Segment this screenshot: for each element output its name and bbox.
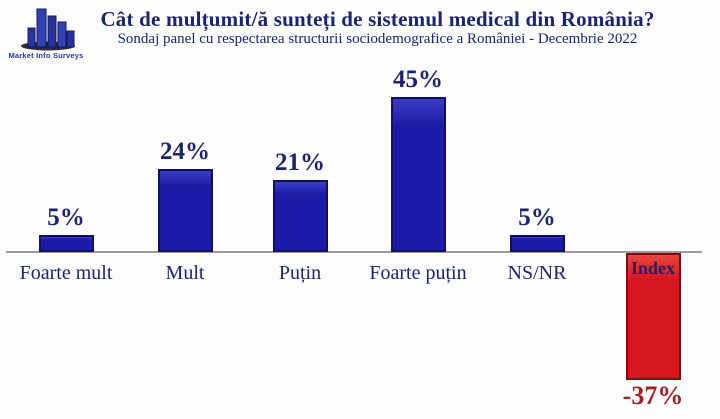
bar-category-label-mult: Mult <box>165 262 205 284</box>
bar-ns-nr <box>509 235 565 252</box>
bar-mult <box>157 169 213 252</box>
bar-index <box>625 253 681 380</box>
x-axis-line <box>6 251 702 253</box>
bar-putin <box>272 180 328 252</box>
bar-value-label-ns-nr: 5% <box>518 204 556 231</box>
bar-foarte-putin <box>390 97 446 252</box>
bar-category-label-index: Index <box>630 258 675 278</box>
market-info-surveys-logo: Market Info Surveys <box>8 2 84 60</box>
bar-value-label-mult: 24% <box>160 138 210 165</box>
bar-value-label-foarte-mult: 5% <box>47 204 85 231</box>
bar-chart-buildings-icon <box>21 8 75 51</box>
logo-label: Market Info Surveys <box>8 51 84 60</box>
bar-category-label-foarte-putin: Foarte puțin <box>369 262 467 284</box>
bar-category-label-ns-nr: NS/NR <box>507 262 567 284</box>
bar-value-label-putin: 21% <box>275 149 325 176</box>
bar-category-label-foarte-mult: Foarte mult <box>19 262 113 284</box>
bar-value-label-foarte-putin: 45% <box>393 66 443 93</box>
bar-value-label-index: -37% <box>622 381 684 410</box>
chart-subtitle: Sondaj panel cu respectarea structurii s… <box>117 31 638 47</box>
bar-category-label-putin: Puțin <box>278 262 322 284</box>
bar-foarte-mult <box>38 235 94 252</box>
chart-title: Cât de mulțumit/ă sunteți de sistemul me… <box>100 7 655 31</box>
